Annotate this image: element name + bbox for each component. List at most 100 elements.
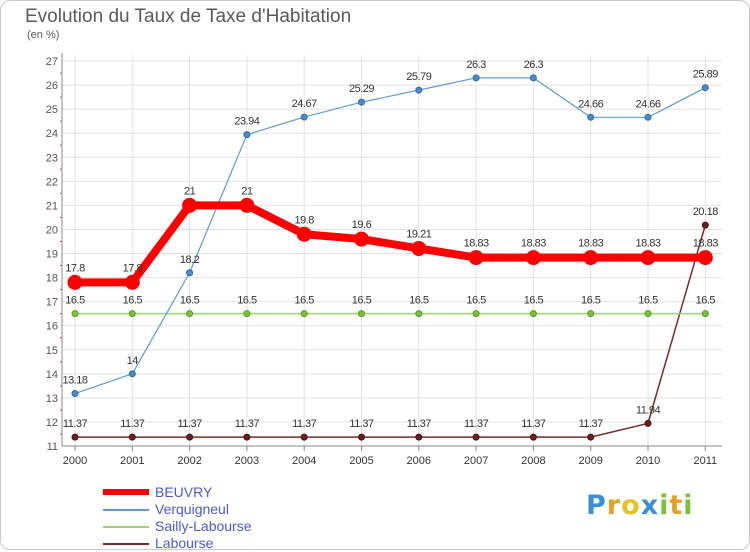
data-point-sailly-labourse — [300, 310, 308, 318]
data-point-verquigneul — [644, 113, 652, 121]
data-label-beuvry: 18.83 — [693, 238, 718, 250]
data-label-verquigneul: 26.3 — [466, 59, 486, 71]
legend-swatch-beuvry — [103, 489, 149, 495]
data-point-sailly-labourse — [186, 310, 194, 318]
y-tick-label: 15 — [46, 345, 58, 357]
data-point-sailly-labourse — [701, 310, 709, 318]
y-tick-label: 23 — [46, 152, 58, 164]
data-label-verquigneul: 23.94 — [234, 116, 259, 128]
data-point-beuvry — [296, 226, 312, 242]
data-point-sailly-labourse — [358, 310, 365, 318]
data-label-beuvry: 17.8 — [65, 262, 85, 274]
data-point-beuvry — [468, 250, 484, 266]
y-tick-label: 16 — [46, 321, 58, 333]
data-label-sailly-labourse: 16.5 — [294, 295, 314, 307]
legend-label-sailly-labourse: Sailly-Labourse — [155, 518, 252, 534]
data-label-sailly-labourse: 16.5 — [123, 295, 143, 307]
data-label-sailly-labourse: 16.5 — [352, 295, 372, 307]
logo-letter: t — [669, 490, 684, 521]
data-label-verquigneul: 25.79 — [406, 71, 431, 83]
data-label-sailly-labourse: 16.5 — [409, 295, 429, 307]
data-point-sailly-labourse — [243, 310, 251, 318]
data-point-beuvry — [583, 250, 599, 266]
x-tick-label: 2000 — [63, 455, 87, 467]
data-label-labourse: 11.37 — [177, 418, 202, 430]
data-label-beuvry: 18.83 — [578, 238, 603, 250]
data-point-sailly-labourse — [587, 310, 595, 318]
x-tick-label: 2010 — [636, 455, 660, 467]
legend-swatch-verquigneul — [103, 509, 149, 511]
data-label-verquigneul: 24.66 — [635, 98, 660, 110]
data-label-beuvry: 17.8 — [123, 262, 143, 274]
x-tick-label: 2002 — [177, 455, 201, 467]
data-label-verquigneul: 25.89 — [693, 69, 718, 81]
x-tick-label: 2009 — [578, 455, 602, 467]
data-label-sailly-labourse: 16.5 — [581, 295, 601, 307]
data-point-beuvry — [67, 274, 83, 290]
data-point-verquigneul — [300, 113, 308, 121]
chart-title: Evolution du Taux de Taxe d'Habitation — [25, 6, 352, 27]
data-point-labourse — [415, 433, 423, 441]
data-point-verquigneul — [529, 74, 537, 82]
data-point-verquigneul — [587, 113, 595, 121]
data-label-beuvry: 19.6 — [352, 219, 372, 231]
data-point-labourse — [186, 433, 194, 441]
logo-letter: i — [683, 490, 694, 521]
data-label-sailly-labourse: 16.5 — [180, 295, 200, 307]
data-point-labourse — [472, 433, 480, 441]
data-label-labourse: 11.37 — [521, 418, 546, 430]
data-point-labourse — [243, 433, 251, 441]
data-label-verquigneul: 14 — [127, 355, 139, 367]
y-tick-label: 17 — [46, 297, 58, 309]
data-point-labourse — [71, 433, 79, 441]
data-label-labourse: 11.37 — [407, 418, 432, 430]
y-tick-label: 12 — [46, 417, 58, 429]
data-point-beuvry — [182, 197, 198, 213]
y-tick-label: 21 — [46, 200, 58, 212]
data-label-labourse: 11.37 — [579, 418, 604, 430]
data-label-beuvry: 21 — [241, 185, 253, 197]
y-tick-label: 19 — [46, 249, 58, 261]
data-label-labourse: 20.18 — [693, 206, 718, 218]
data-label-labourse: 11.37 — [292, 418, 317, 430]
data-point-sailly-labourse — [644, 310, 652, 318]
y-tick-label: 25 — [46, 104, 58, 116]
data-label-sailly-labourse: 16.5 — [466, 295, 486, 307]
data-label-labourse: 11.94 — [636, 404, 661, 416]
data-label-beuvry: 18.83 — [464, 238, 489, 250]
data-point-beuvry — [354, 231, 369, 247]
data-label-labourse: 11.37 — [349, 418, 374, 430]
data-point-labourse — [587, 433, 595, 441]
data-point-beuvry — [640, 250, 656, 266]
data-label-labourse: 11.37 — [464, 418, 489, 430]
data-label-beuvry: 18.83 — [635, 238, 660, 250]
x-tick-label: 2001 — [120, 455, 144, 467]
data-point-labourse — [128, 433, 136, 441]
legend-label-beuvry: BEUVRY — [155, 484, 213, 500]
data-label-verquigneul: 24.67 — [292, 98, 317, 110]
data-label-verquigneul: 24.66 — [578, 98, 603, 110]
logo-letter: i — [659, 490, 670, 521]
data-point-verquigneul — [128, 370, 136, 378]
chart-subtitle: (en %) — [27, 29, 60, 41]
x-tick-label: 2008 — [521, 455, 545, 467]
data-point-sailly-labourse — [415, 310, 423, 318]
data-point-beuvry — [525, 250, 541, 266]
data-point-labourse — [300, 433, 308, 441]
data-label-sailly-labourse: 16.5 — [524, 295, 544, 307]
data-label-verquigneul: 18.2 — [180, 254, 200, 266]
y-tick-label: 11 — [47, 441, 58, 453]
x-tick-label: 2007 — [464, 455, 488, 467]
x-tick-label: 2011 — [693, 455, 717, 467]
data-label-beuvry: 21 — [184, 185, 196, 197]
series-line-verquigneul — [74, 77, 706, 395]
logo-letter: P — [586, 490, 607, 521]
data-point-beuvry — [411, 240, 427, 256]
y-tick-label: 20 — [46, 224, 58, 236]
data-point-verquigneul — [701, 84, 709, 92]
data-point-labourse — [701, 221, 709, 229]
x-tick-label: 2003 — [235, 455, 259, 467]
data-point-beuvry — [697, 250, 713, 266]
series-line-beuvry — [71, 201, 710, 287]
